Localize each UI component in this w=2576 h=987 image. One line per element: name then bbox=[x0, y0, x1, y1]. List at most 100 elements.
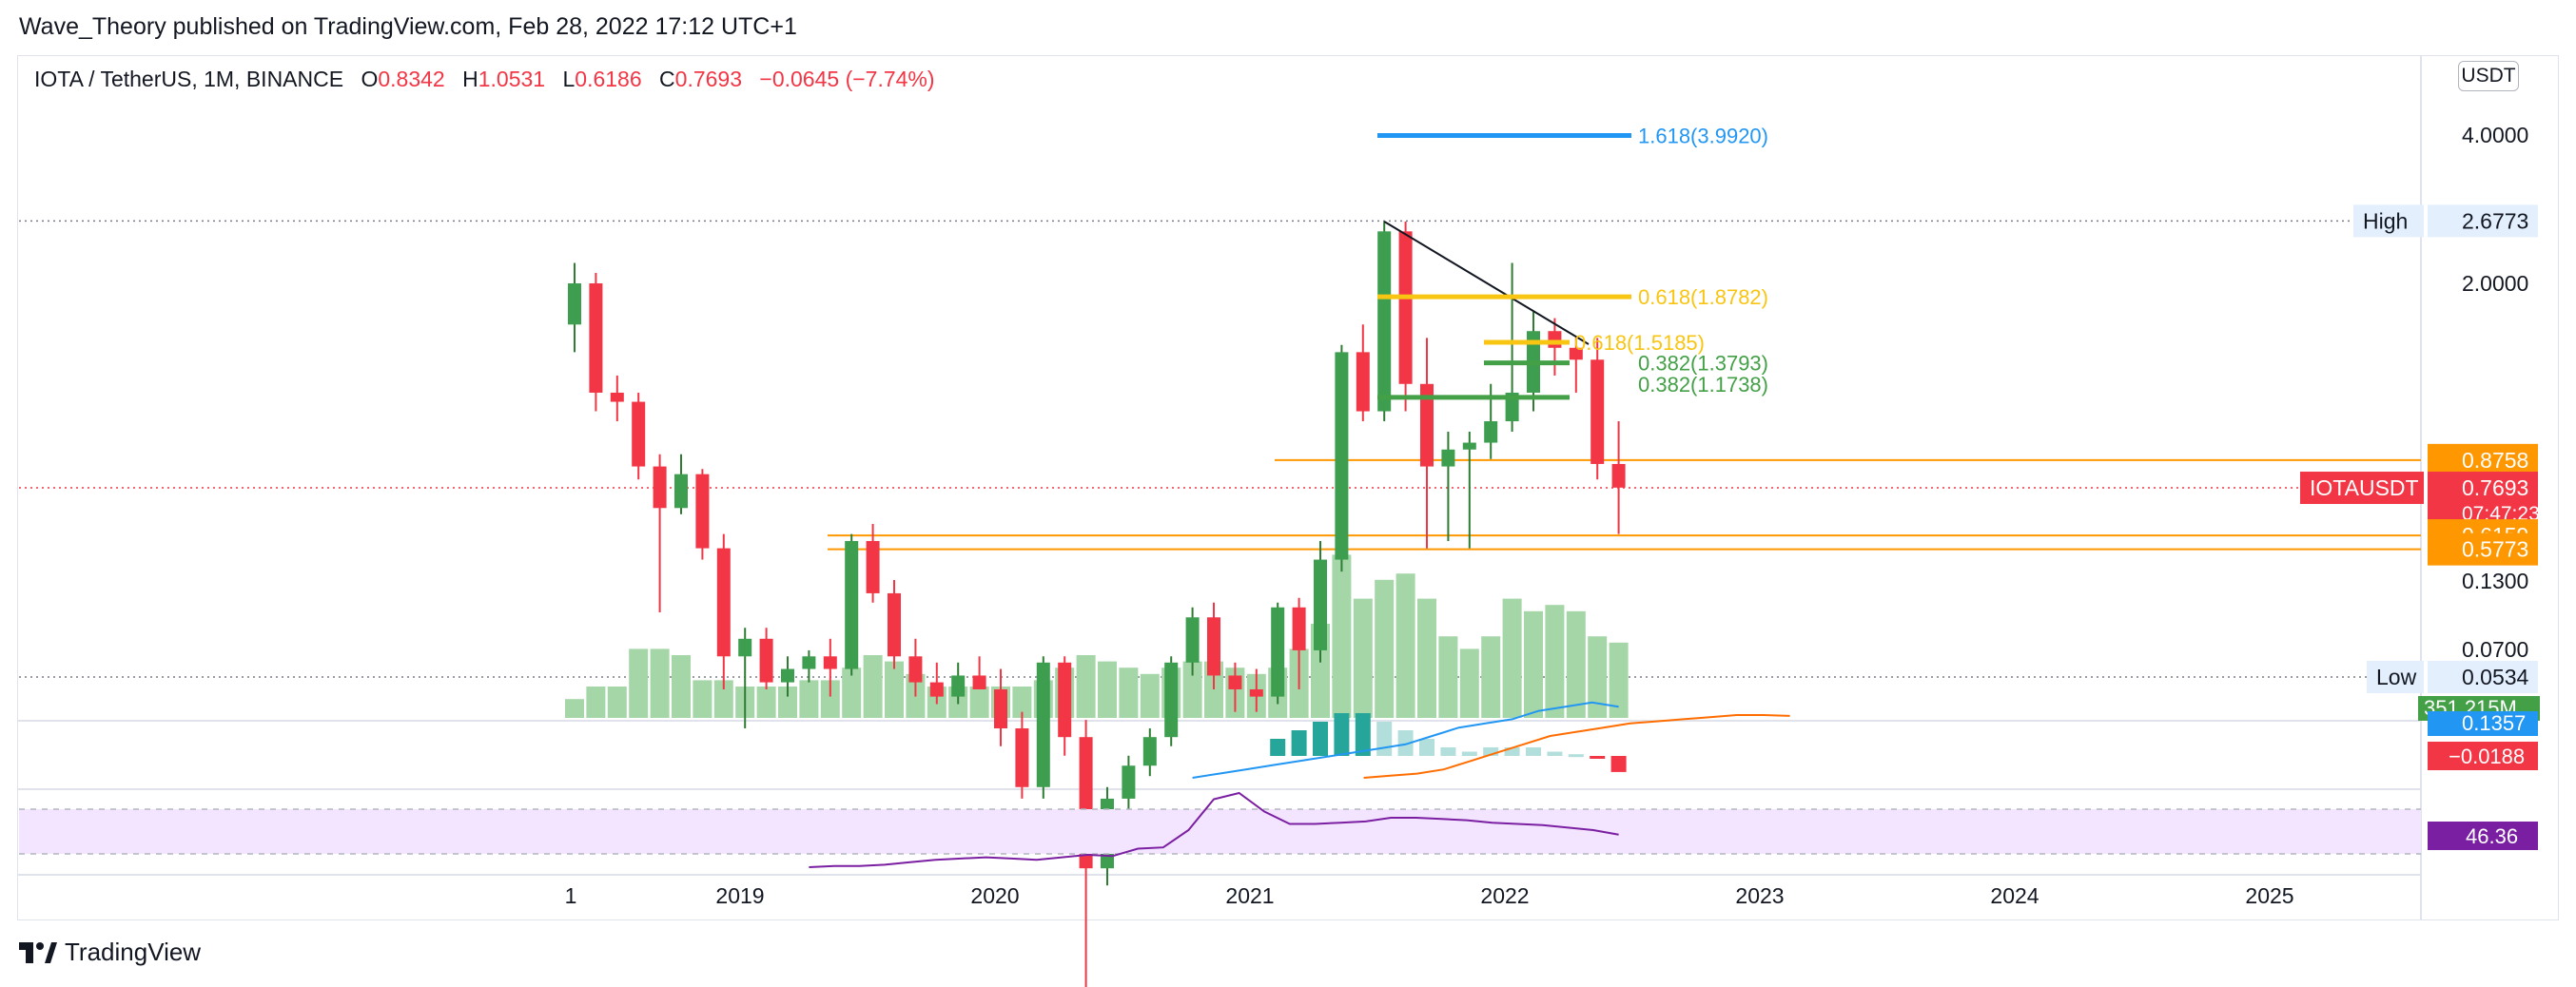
close-value: 0.7693 bbox=[674, 67, 743, 91]
candle-body bbox=[1207, 617, 1220, 676]
tradingview-logo-icon bbox=[19, 941, 57, 963]
candle-body bbox=[1462, 442, 1476, 450]
brand-footer[interactable]: TradingView bbox=[19, 938, 201, 967]
candle-body bbox=[1036, 662, 1050, 787]
time-tick-label: 2024 bbox=[1990, 883, 2039, 908]
low-value: 0.6186 bbox=[575, 67, 642, 91]
volume-bar bbox=[1204, 661, 1223, 718]
high-label: H bbox=[462, 67, 478, 91]
low-label: L bbox=[562, 67, 576, 91]
candle-body bbox=[1335, 352, 1349, 560]
price-tick-label: 0.0700 bbox=[2462, 637, 2528, 662]
macd-value-box bbox=[2428, 711, 2538, 736]
volume-bar bbox=[1438, 636, 1458, 718]
candle-body bbox=[845, 540, 859, 669]
volume-bar bbox=[1395, 573, 1415, 718]
volume-bar bbox=[1459, 648, 1479, 718]
price-label-tag: Low bbox=[2376, 665, 2417, 689]
candle-body bbox=[1228, 675, 1242, 689]
volume-bar bbox=[820, 680, 840, 718]
price-tick-label: 4.0000 bbox=[2462, 123, 2528, 147]
macd-value: 0.1357 bbox=[2462, 711, 2526, 735]
macd-histogram-bar bbox=[1547, 751, 1563, 756]
candle-body bbox=[716, 548, 731, 657]
candle-body bbox=[1122, 765, 1136, 799]
price-label-box bbox=[2428, 661, 2538, 693]
volume-bar bbox=[1545, 605, 1565, 718]
time-tick-label: 2021 bbox=[1225, 883, 1274, 908]
fib-layer: 3.618(8.2195)1.618(3.9920)0.618(1.8782)0… bbox=[1377, 124, 1768, 400]
price-label-tag-box bbox=[2300, 472, 2424, 505]
volume-bar bbox=[1182, 661, 1202, 718]
candle-body bbox=[1548, 331, 1562, 348]
time-tick-label: 1 bbox=[565, 883, 577, 908]
axis-layer: 16.00008.00004.00002.00000.25000.13000.0… bbox=[565, 123, 2540, 908]
volume-bar bbox=[629, 648, 649, 718]
fib-level-label: 0.618(1.8782) bbox=[1638, 285, 1768, 309]
volume-bar bbox=[1524, 610, 1543, 718]
time-tick-label: 2025 bbox=[2245, 883, 2293, 908]
volume-bar bbox=[1588, 636, 1608, 718]
candle-body bbox=[1185, 617, 1200, 663]
price-label-value: 0.0534 bbox=[2462, 665, 2529, 689]
price-tick-label: 2.0000 bbox=[2462, 271, 2528, 296]
macd-histogram-bar bbox=[1313, 722, 1328, 756]
volume-bar bbox=[1098, 661, 1117, 718]
macd-histogram-bar bbox=[1504, 747, 1520, 756]
volume-bar bbox=[756, 687, 776, 718]
chart-frame bbox=[17, 55, 2559, 920]
volume-bar bbox=[693, 680, 712, 718]
macd-signal-value: −0.0188 bbox=[2449, 745, 2525, 768]
fib-level-label: 0.382(1.3793) bbox=[1638, 352, 1768, 376]
candle-body bbox=[738, 638, 752, 657]
levels-layer bbox=[828, 458, 2421, 551]
candles-layer bbox=[568, 221, 1626, 987]
candle-body bbox=[695, 474, 710, 549]
currency-selector[interactable]: USDT bbox=[2458, 61, 2519, 91]
price-label-tag-box bbox=[2353, 204, 2424, 238]
macd-histogram-bar bbox=[1270, 739, 1286, 756]
grid-layer bbox=[17, 55, 2422, 920]
candle-body bbox=[1058, 662, 1072, 738]
macd-histogram-bar bbox=[1568, 754, 1584, 758]
volume-bar bbox=[565, 699, 584, 718]
candle-body bbox=[1420, 383, 1434, 467]
candle-body bbox=[1356, 352, 1370, 412]
macd-line bbox=[1192, 701, 1619, 779]
volume-bar bbox=[607, 687, 627, 718]
publisher-line: Wave_Theory published on TradingView.com… bbox=[19, 13, 797, 40]
candle-body bbox=[610, 392, 624, 402]
volume-bar bbox=[842, 668, 862, 718]
price-label-tag: High bbox=[2363, 208, 2408, 233]
volume-bar bbox=[1119, 668, 1139, 718]
candle-body bbox=[972, 675, 986, 689]
volume-bar bbox=[799, 680, 819, 718]
candle-body bbox=[1611, 463, 1626, 488]
candle-body bbox=[1164, 662, 1179, 738]
candle-body bbox=[568, 283, 581, 325]
volume-bar bbox=[713, 680, 733, 718]
volume-bar bbox=[1332, 554, 1352, 718]
macd-histogram-bar bbox=[1526, 747, 1541, 756]
candle-body bbox=[1377, 231, 1392, 412]
volume-bar bbox=[1481, 636, 1501, 718]
high-value: 1.0531 bbox=[478, 67, 546, 91]
rsi-value-box bbox=[2428, 822, 2538, 850]
candle-body bbox=[929, 682, 944, 697]
price-label-tag: IOTAUSDT bbox=[2310, 475, 2419, 500]
candle-body bbox=[1292, 607, 1306, 650]
candle-body bbox=[632, 401, 646, 467]
rsi-band bbox=[19, 809, 2421, 854]
macd-histogram-bar bbox=[1355, 713, 1371, 756]
time-tick-label: 2020 bbox=[970, 883, 1019, 908]
volume-bar bbox=[1502, 598, 1522, 718]
price-label-box bbox=[2428, 204, 2538, 238]
volume-bar bbox=[885, 661, 904, 718]
macd-histogram-bar bbox=[1291, 730, 1307, 756]
trendline bbox=[1383, 221, 1590, 345]
close-label: C bbox=[659, 67, 675, 91]
price-label-box bbox=[2428, 443, 2538, 476]
price-label-value: 0.7693 bbox=[2462, 475, 2528, 500]
candle-body bbox=[866, 540, 880, 593]
